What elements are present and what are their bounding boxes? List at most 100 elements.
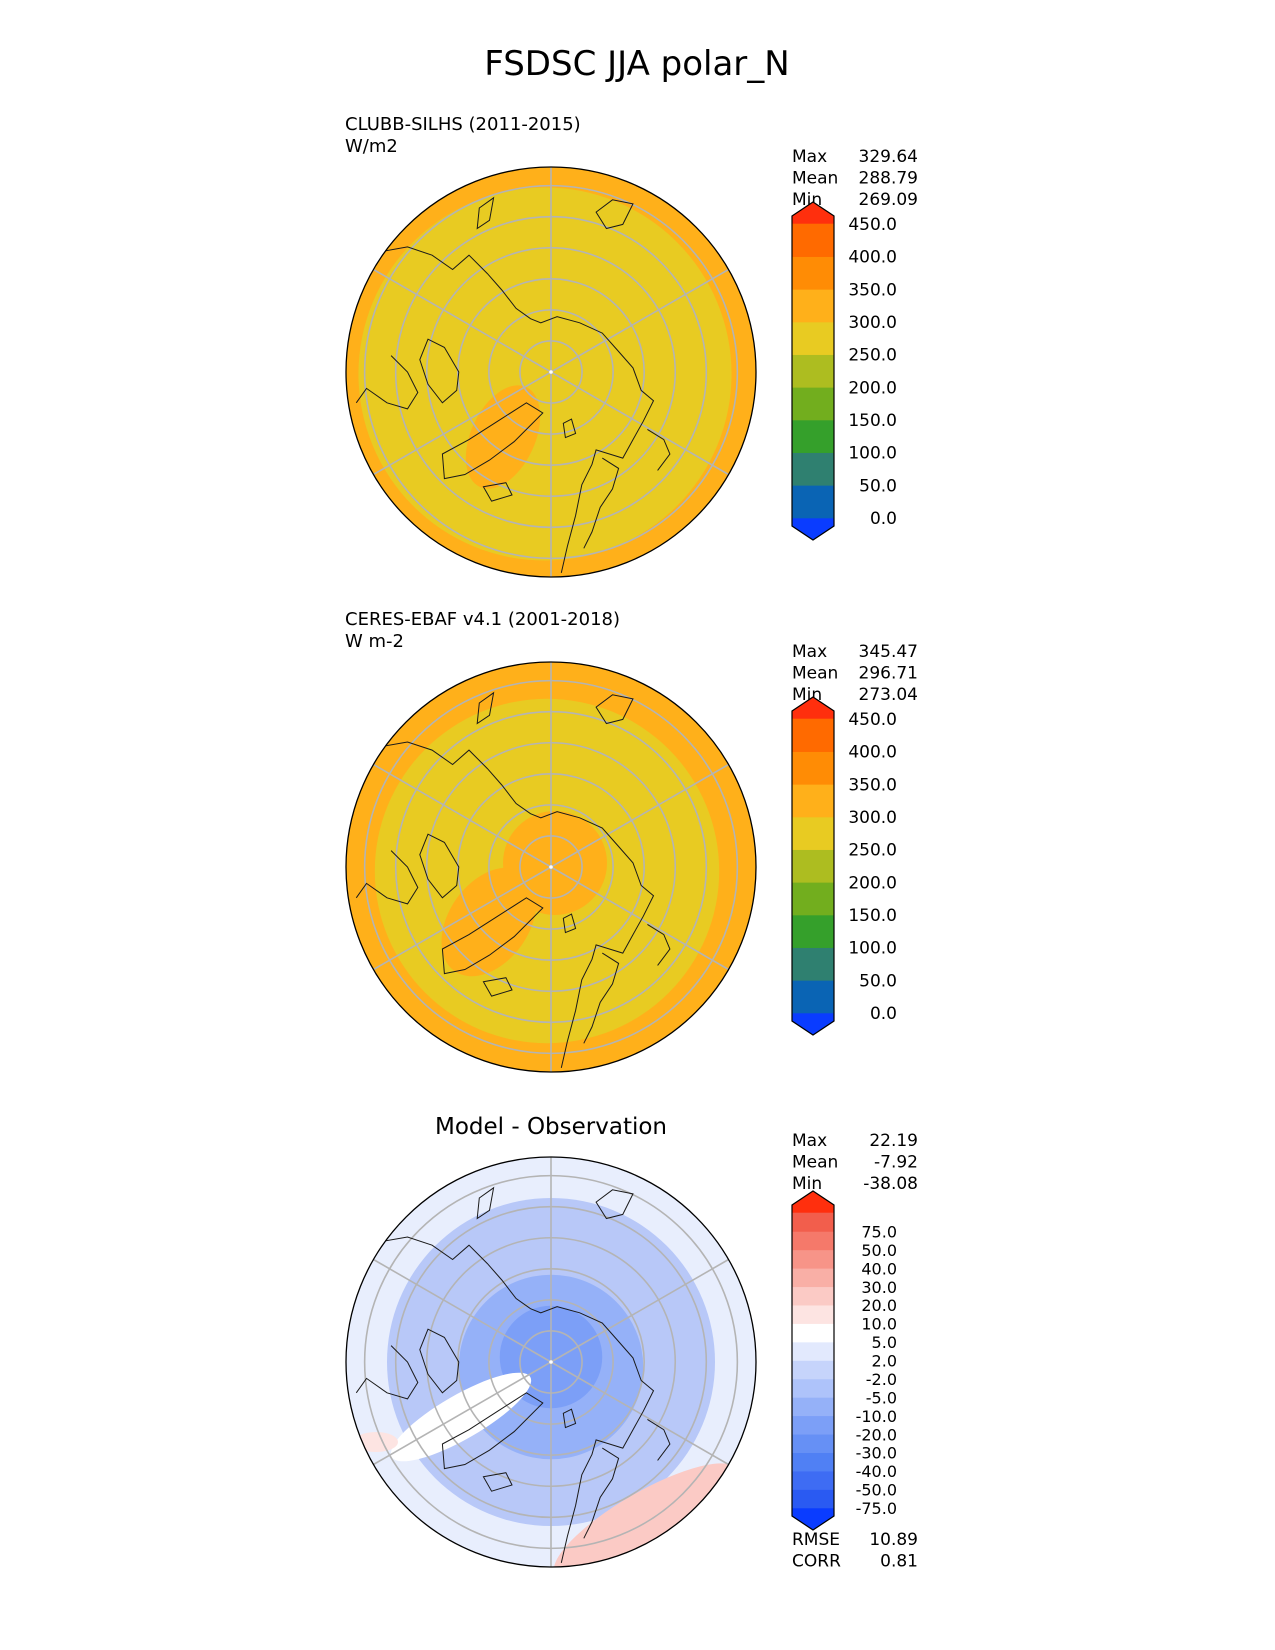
coastline: [562, 913, 577, 934]
colorbar-bin: [792, 784, 834, 818]
stat-label: Max: [792, 642, 827, 662]
coastline: [372, 741, 655, 1069]
coastline: [476, 1186, 495, 1220]
coastline: [562, 1408, 577, 1429]
colorbar-tick-label: -2.0: [866, 1370, 897, 1389]
coastline: [482, 1472, 513, 1492]
colorbar-tick-label: 10.0: [861, 1315, 897, 1334]
colorbar-bin: [792, 1397, 834, 1417]
coastline: [562, 418, 577, 439]
stat-value: 22.19: [869, 1131, 918, 1151]
stat-value: -7.92: [874, 1153, 918, 1173]
colorbar-bin: [792, 816, 834, 850]
colorbar-bin: [792, 1323, 834, 1343]
colorbar-outline: [791, 1190, 835, 1531]
colorbar-bin: [792, 751, 834, 785]
colorbar-tick-label: 150.0: [848, 906, 897, 926]
colorbar-bin: [792, 1452, 834, 1472]
colorbar-bin: [792, 387, 834, 421]
colorbar-bin: [792, 321, 834, 355]
colorbar-bin: [792, 256, 834, 290]
graticule: [363, 1157, 739, 1567]
stat-value: 329.64: [859, 147, 918, 167]
colorbar-tick-label: 450.0: [848, 710, 897, 730]
colorbar-bin: [792, 1249, 834, 1269]
colorbar-tick-label: 30.0: [861, 1278, 897, 1297]
colorbar-tick-label: 100.0: [848, 444, 897, 464]
colorbar-tick-label: 250.0: [848, 841, 897, 861]
coastline: [482, 482, 513, 502]
colorbar-tick-label: 250.0: [848, 346, 897, 366]
meridian-line: [373, 763, 552, 868]
meridian-line: [550, 371, 729, 476]
meridian-line: [373, 371, 552, 476]
colorbar-bin: [792, 947, 834, 981]
extra-stat-value: 10.89: [869, 1530, 918, 1550]
coastline: [441, 402, 544, 480]
meridian-line: [550, 1258, 729, 1363]
colorbar-extend-min: [792, 518, 834, 540]
coastline: [595, 199, 634, 230]
extra-stat-label: RMSE: [792, 1530, 840, 1550]
polar-map: [346, 1157, 756, 1567]
colorbar-bin: [792, 1415, 834, 1435]
extra-stat-value: 0.81: [880, 1552, 918, 1572]
colorbar-tick-label: 5.0: [872, 1333, 897, 1352]
colorbar-tick-label: -75.0: [856, 1499, 897, 1518]
colorbar-bin: [792, 289, 834, 323]
coastline: [372, 246, 655, 574]
colorbar-tick-label: 40.0: [861, 1259, 897, 1278]
colorbar-bin: [792, 882, 834, 916]
colorbar-bin: [792, 419, 834, 453]
colorbar-extend-max: [792, 697, 834, 719]
colorbar-tick-label: 200.0: [848, 378, 897, 398]
colorbar-extend-min: [792, 1013, 834, 1035]
colorbar-bin: [792, 1286, 834, 1306]
coastline: [476, 196, 495, 230]
coastline: [355, 355, 419, 410]
colorbar-tick-label: 200.0: [848, 873, 897, 893]
colorbar-bin: [792, 452, 834, 486]
colorbar-extend-max: [792, 202, 834, 224]
coastline: [595, 1189, 634, 1220]
colorbar-bin: [792, 980, 834, 1014]
graticule: [363, 167, 739, 577]
map-boundary: [345, 661, 757, 1073]
meridian-line: [373, 866, 552, 971]
coastline: [647, 1418, 671, 1461]
coastline: [583, 952, 620, 1044]
colorbar-tick-label: 50.0: [859, 971, 897, 991]
colorbar-extend-max: [792, 1191, 834, 1213]
meridian-line: [550, 1361, 729, 1466]
stat-value: 269.09: [859, 190, 918, 210]
colorbar-extend-min: [792, 1508, 834, 1530]
stat-label: Mean: [792, 169, 838, 189]
colorbar-tick-label: -50.0: [856, 1481, 897, 1500]
meridian-line: [550, 866, 729, 971]
panel-units: W/m2: [345, 136, 398, 157]
coastline: [355, 1345, 419, 1400]
polar-map: [346, 662, 756, 1072]
colorbar-bin: [792, 1231, 834, 1251]
colorbar-tick-label: -40.0: [856, 1462, 897, 1481]
pole-marker: [549, 865, 553, 869]
colorbar-bin: [792, 1470, 834, 1490]
colorbar-tick-label: 400.0: [848, 248, 897, 268]
colorbar-bin: [792, 1341, 834, 1361]
coastlines: [355, 1186, 671, 1564]
coastline: [355, 850, 419, 905]
colorbar: 0.0 50.0 100.0 150.0 200.0 250.0 300.0 350.0 400…: [791, 696, 897, 1036]
panel-units: W m-2: [345, 631, 404, 652]
colorbar-tick-label: 50.0: [861, 1241, 897, 1260]
meridian-line: [373, 1258, 552, 1363]
colorbar-tick-label: -5.0: [866, 1388, 897, 1407]
stat-value: 345.47: [859, 642, 918, 662]
colorbar-bin: [792, 354, 834, 388]
coastline: [583, 457, 620, 549]
colorbar-bin: [792, 1489, 834, 1509]
map-anomaly-patch: [390, 1372, 532, 1462]
coastline: [476, 691, 495, 725]
map-field: [358, 187, 732, 561]
